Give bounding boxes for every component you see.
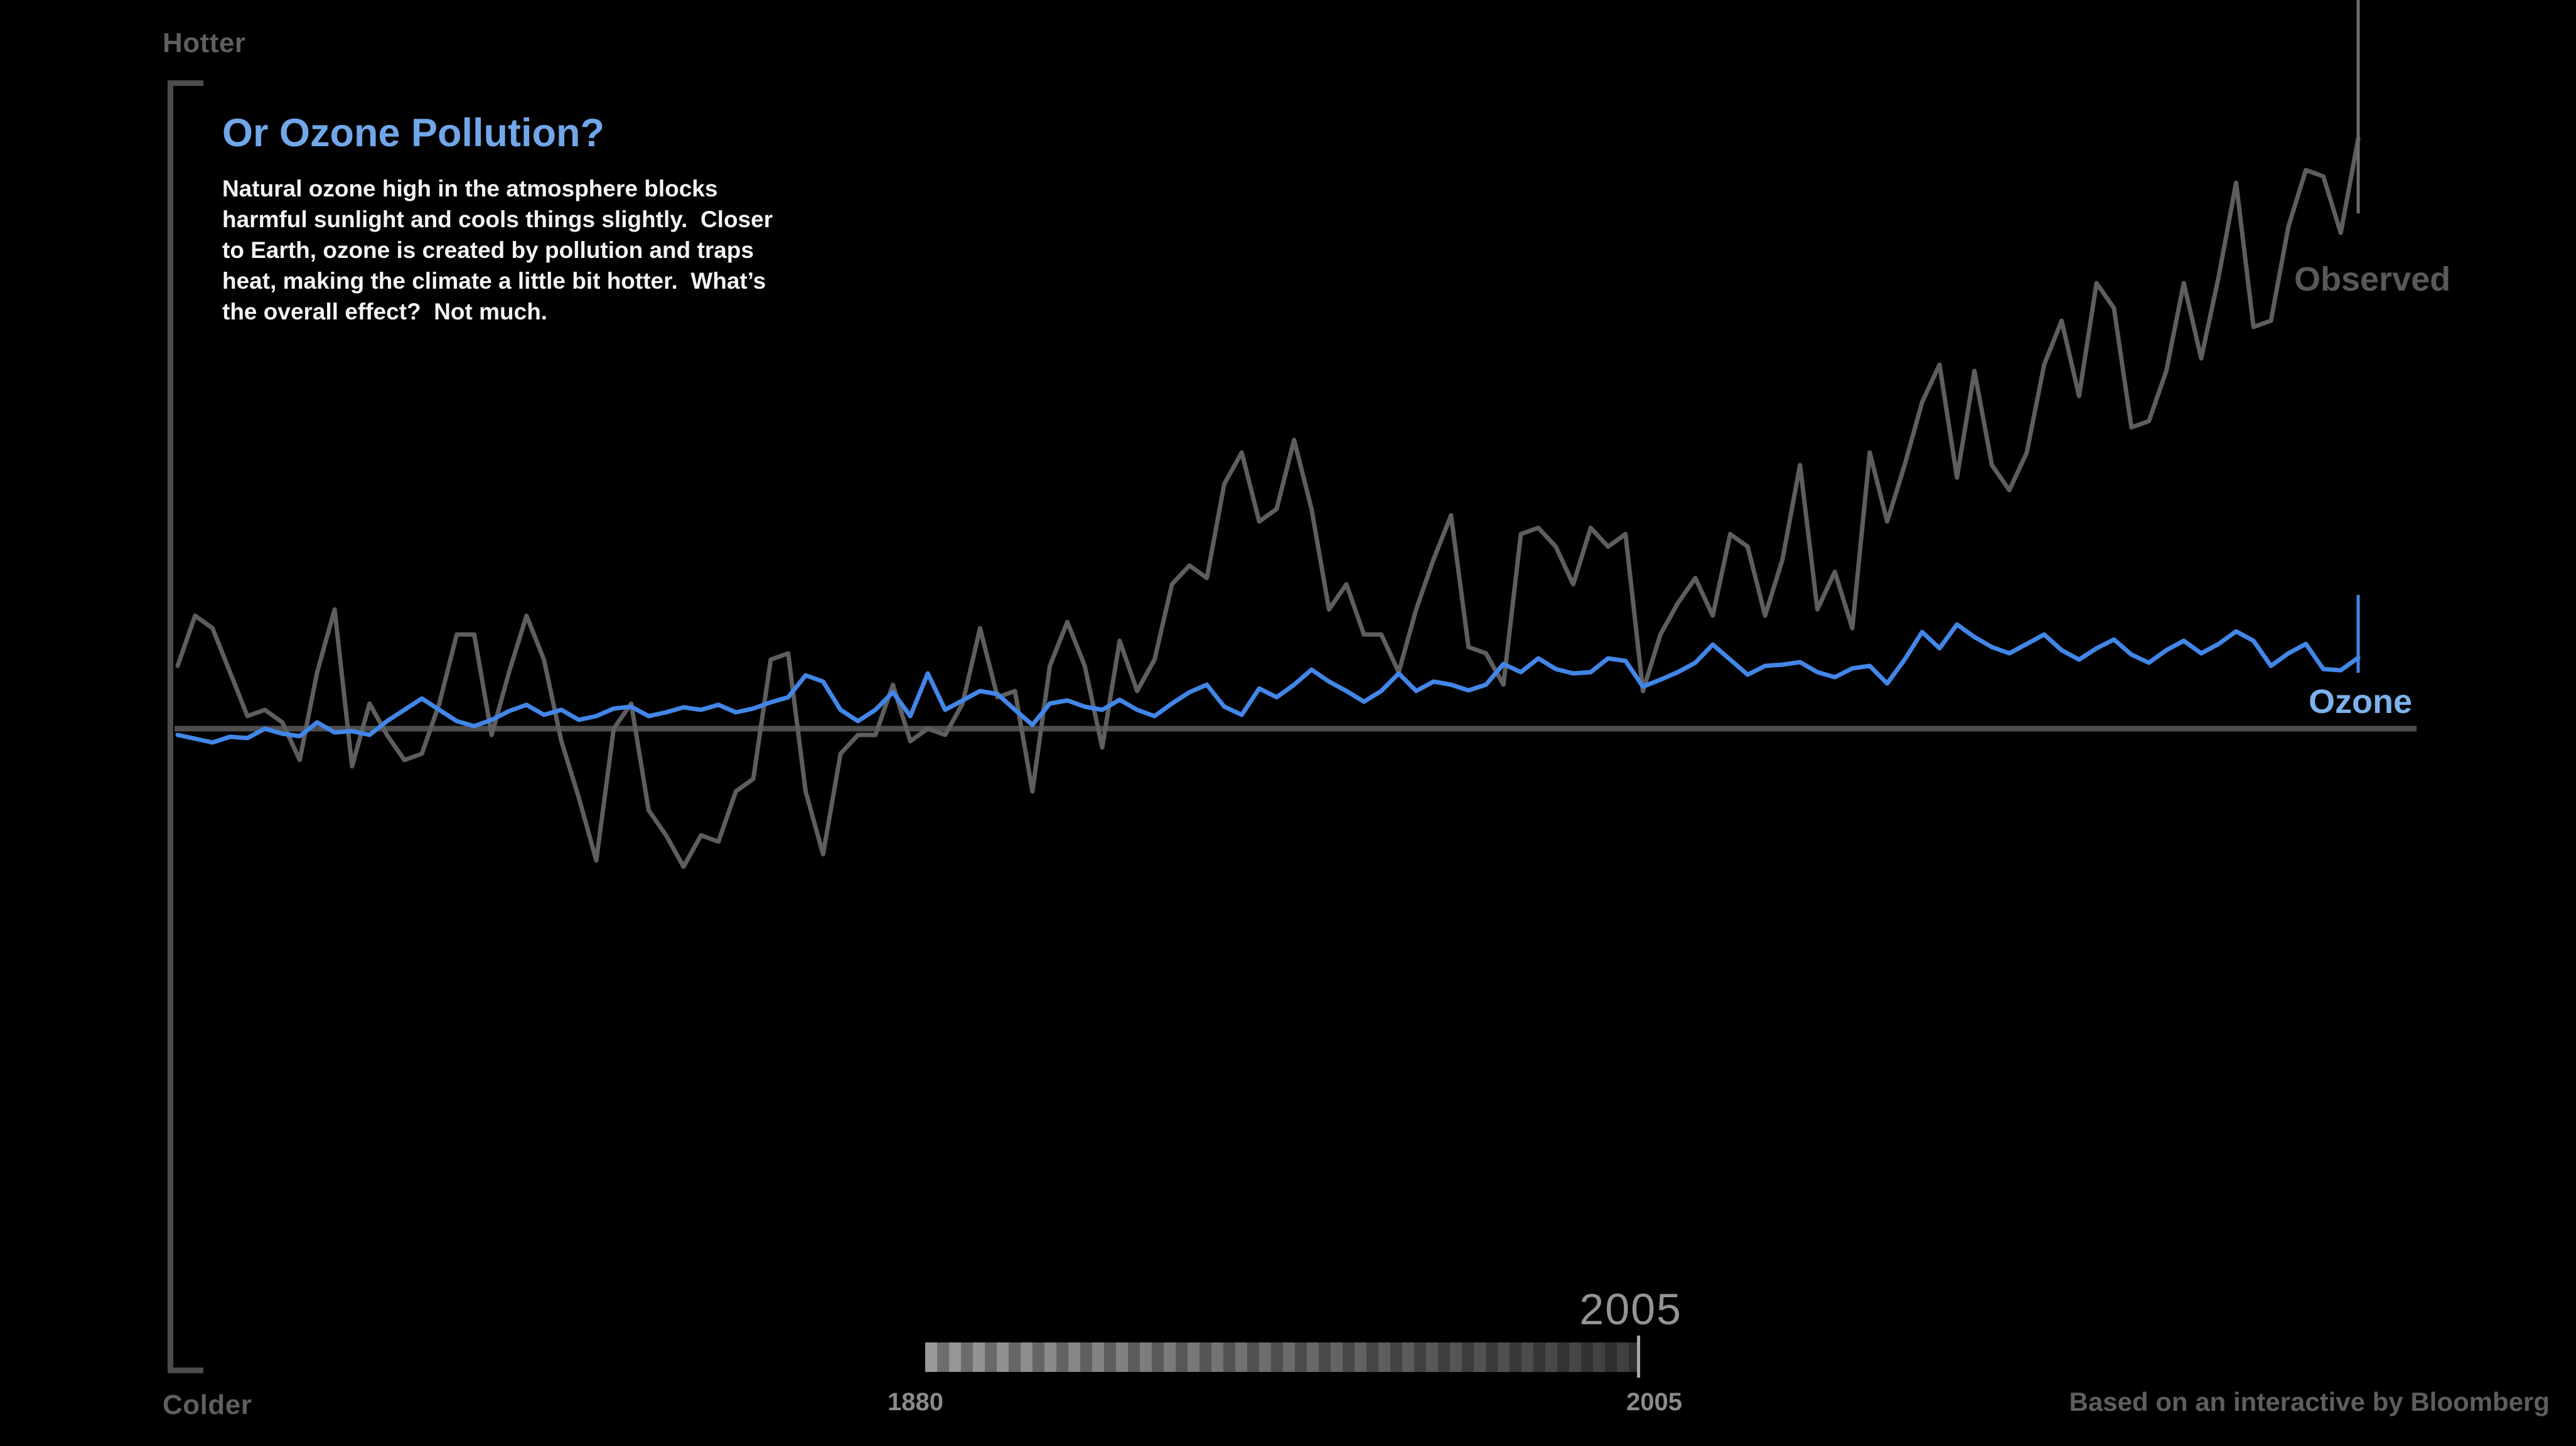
y-axis-hotter-label: Hotter [163,28,246,58]
timeline-start-label: 1880 [888,1388,943,1416]
page-title: Or Ozone Pollution? [222,111,604,155]
explainer-text: Natural ozone high in the atmosphere blo… [222,176,773,324]
series-line-ozone [175,622,2361,745]
current-year-readout: 2005 [1579,1285,1682,1334]
y-axis-colder-label: Colder [163,1390,252,1420]
y-axis-bracket-top-tick [168,80,203,86]
observed-series-label: Observed [2294,260,2451,298]
ozone-series-label: Ozone [2309,683,2413,720]
y-axis-bracket-line [168,80,173,1373]
timeline-slider-handle[interactable] [1637,1336,1640,1378]
y-axis-bracket-bottom-tick [168,1368,203,1373]
timeline-end-label: 2005 [1626,1388,1682,1416]
timeline-slider-track[interactable] [925,1342,1637,1372]
series-line-observed [175,136,2361,869]
attribution-text: Based on an interactive by Bloomberg [2069,1387,2550,1417]
